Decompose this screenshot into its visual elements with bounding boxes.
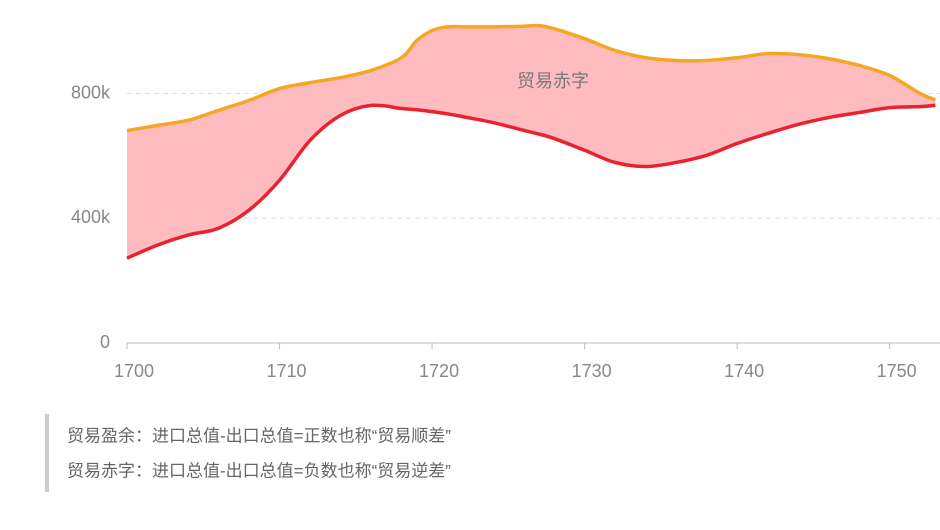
line bbox=[126, 103, 936, 260]
annotation: 贸易赤字 bbox=[517, 71, 589, 91]
note-bar bbox=[45, 414, 49, 492]
x-tick-label: 1740 bbox=[724, 361, 764, 381]
x-tick-label: 1700 bbox=[114, 361, 154, 381]
x-tick-label: 1730 bbox=[572, 361, 612, 381]
note: 贸易赤字：进口总值-出口总值=负数也称“贸易逆差” bbox=[67, 461, 451, 480]
line bbox=[126, 23, 937, 133]
y-tick-label: 0 bbox=[100, 332, 110, 352]
y-tick-label: 800k bbox=[71, 82, 111, 102]
x-tick-label: 1720 bbox=[419, 361, 459, 381]
area-fill bbox=[127, 25, 936, 259]
note: 贸易盈余：进口总值-出口总值=正数也称“贸易顺差” bbox=[67, 426, 451, 445]
x-tick-label: 1750 bbox=[877, 361, 917, 381]
y-tick-label: 400k bbox=[71, 207, 111, 227]
x-tick-label: 1710 bbox=[267, 361, 307, 381]
